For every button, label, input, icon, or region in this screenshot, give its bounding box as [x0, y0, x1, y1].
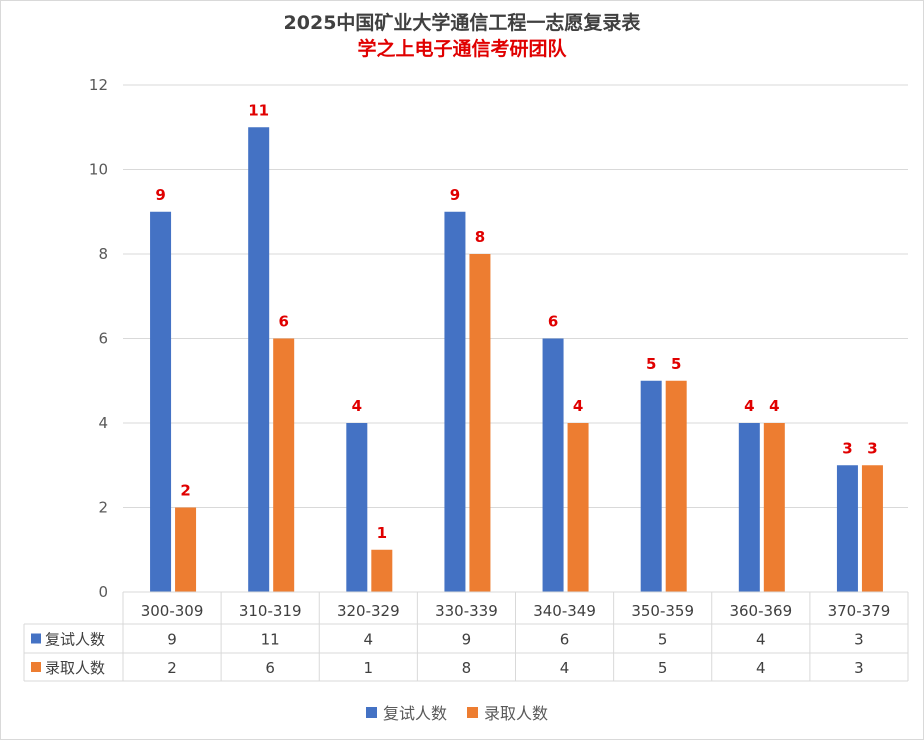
bar: [861, 465, 883, 592]
data-label: 3: [842, 439, 852, 457]
data-table: 300-309 310-319 320-329 330-339 340-349 350-3…: [23, 591, 909, 682]
data-label: 9: [155, 186, 165, 204]
bar: [175, 507, 197, 592]
x-tick-label: 300-309: [141, 602, 204, 620]
bar: [567, 423, 589, 592]
table-cell: 4: [560, 659, 570, 677]
data-label: 4: [573, 397, 583, 415]
x-tick-label: 320-329: [337, 602, 400, 620]
table-legend-key: [31, 662, 41, 672]
y-tick-label: 8: [98, 245, 108, 263]
bar: [640, 380, 662, 592]
table-cell: 6: [265, 659, 275, 677]
table-series-label: 录取人数: [45, 659, 105, 677]
y-tick-label: 4: [98, 414, 108, 432]
table-cell: 1: [364, 659, 374, 677]
table-cell: 11: [261, 631, 280, 649]
table-cell: 4: [756, 631, 766, 649]
chart-title: 2025中国矿业大学通信工程一志愿复录表: [283, 12, 641, 34]
bar: [738, 423, 760, 592]
legend: 复试人数 录取人数: [366, 704, 548, 723]
bar: [444, 211, 466, 592]
y-tick-label: 10: [89, 161, 108, 179]
data-label: 3: [867, 439, 877, 457]
x-tick-label: 370-379: [828, 602, 891, 620]
bar: [542, 338, 564, 592]
legend-label: 复试人数: [383, 704, 447, 723]
table-cell: 5: [658, 631, 668, 649]
bar: [150, 211, 172, 592]
table-cell: 6: [560, 631, 570, 649]
table-series-label: 复试人数: [45, 631, 105, 649]
table-cell: 3: [854, 631, 864, 649]
bar: [469, 254, 491, 592]
legend-label: 录取人数: [484, 704, 548, 723]
x-tick-label: 340-349: [533, 602, 596, 620]
bar: [273, 338, 295, 592]
y-tick-label: 2: [98, 499, 108, 517]
y-tick-label: 6: [98, 330, 108, 348]
table-cell: 2: [167, 659, 177, 677]
data-label: 11: [248, 101, 269, 119]
data-label: 5: [671, 355, 681, 373]
table-cell: 9: [462, 631, 472, 649]
table-cell: 4: [364, 631, 374, 649]
y-tick-label: 0: [98, 583, 108, 601]
data-label: 4: [352, 397, 362, 415]
bar: [248, 127, 270, 592]
legend-key: [467, 707, 478, 718]
data-label: 4: [744, 397, 754, 415]
bar: [371, 549, 393, 592]
data-label: 9: [450, 186, 460, 204]
data-label: 4: [769, 397, 779, 415]
legend-key: [366, 707, 377, 718]
bars: [150, 127, 883, 592]
bar: [836, 465, 858, 592]
gridlines: [123, 84, 908, 508]
table-legend-key: [31, 633, 41, 644]
bar: [346, 423, 368, 592]
data-label: 1: [377, 524, 387, 542]
data-label: 8: [475, 228, 485, 246]
x-tick-label: 350-359: [631, 602, 694, 620]
y-axis: 0 2 4 6 8 10 12: [89, 76, 108, 601]
table-cell: 5: [658, 659, 668, 677]
table-cell: 9: [167, 631, 177, 649]
x-tick-label: 310-319: [239, 602, 302, 620]
y-tick-label: 12: [89, 76, 108, 94]
bar: [763, 423, 785, 592]
table-cell: 3: [854, 659, 864, 677]
data-label: 6: [548, 313, 558, 331]
table-cell: 8: [462, 659, 472, 677]
data-label: 2: [180, 482, 190, 500]
x-tick-label: 330-339: [435, 602, 498, 620]
x-tick-label: 360-369: [729, 602, 792, 620]
data-label: 6: [278, 313, 288, 331]
chart-subtitle: 学之上电子通信考研团队: [357, 38, 567, 60]
data-label: 5: [646, 355, 656, 373]
table-cell: 4: [756, 659, 766, 677]
bar: [665, 380, 687, 592]
